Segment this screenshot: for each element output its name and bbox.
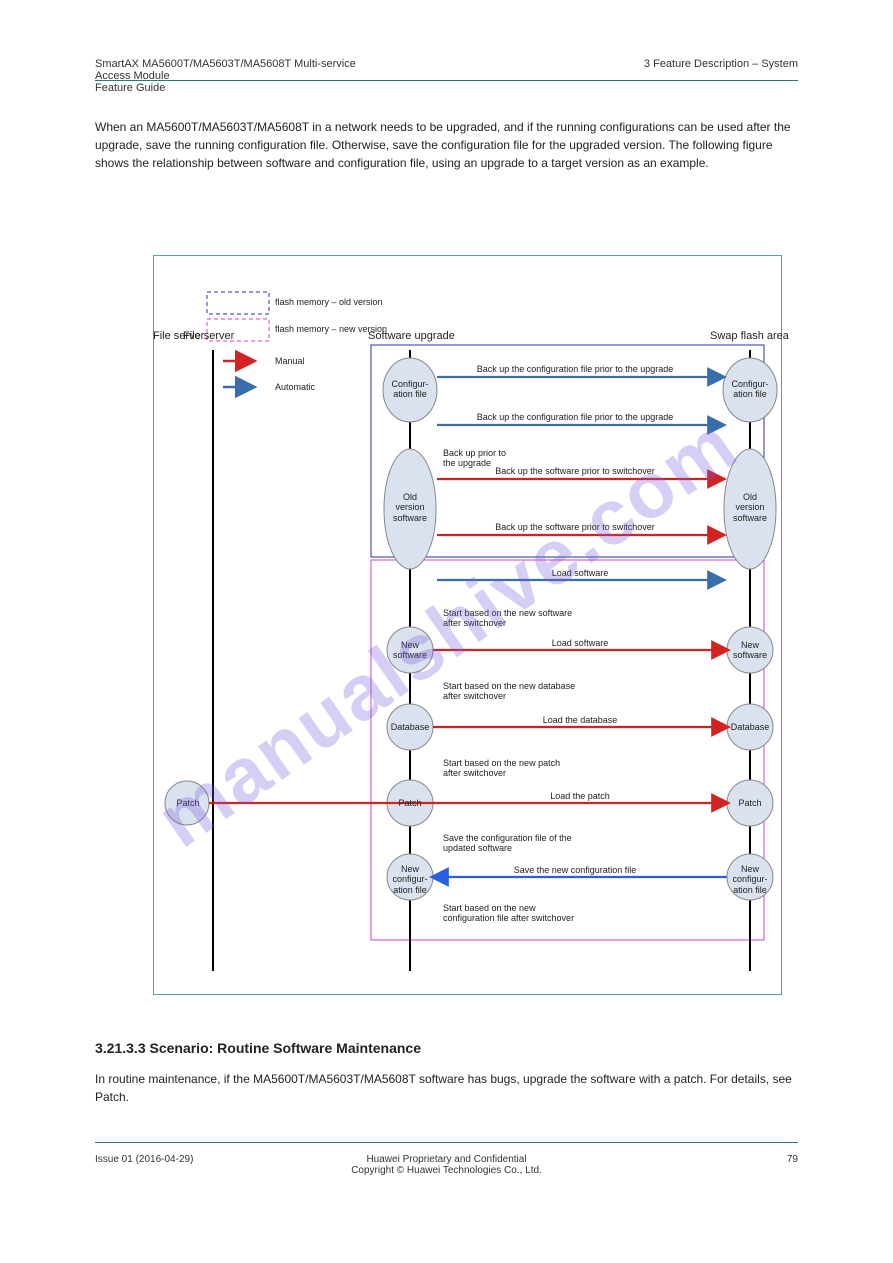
col-label-swap: Swap flash area	[710, 330, 789, 342]
arrow-label-8: Save the new configuration file	[460, 865, 690, 875]
node-swnew-r-label: New software	[717, 640, 783, 661]
intro-paragraph: When an MA5600T/MA5603T/MA5608T in a net…	[95, 118, 795, 172]
rel-0: Back up prior to the upgrade	[443, 448, 506, 468]
node-patch-r-label: Patch	[717, 798, 783, 808]
rel-2: Start based on the new database after sw…	[443, 681, 575, 701]
footer-rule	[95, 1142, 798, 1143]
node-swnew-l-label: New software	[377, 640, 443, 661]
rel-4: Save the configuration file of the updat…	[443, 833, 572, 853]
node-swold-r-label: Old version software	[717, 492, 783, 523]
arrow-label-4: Load software	[500, 568, 660, 578]
node-newcfg-l-label: New configur- ation file	[377, 864, 443, 895]
section-heading: 3.21.3.3 Scenario: Routine Software Main…	[95, 1040, 421, 1056]
legend-old-box	[207, 292, 269, 314]
node-patch-l-label: Patch	[377, 798, 443, 808]
footer-center: Huawei Proprietary and Confidential Copy…	[351, 1154, 542, 1176]
node-db-l-label: Database	[377, 722, 443, 732]
rel-1: Start based on the new software after sw…	[443, 608, 572, 628]
section-para: In routine maintenance, if the MA5600T/M…	[95, 1070, 795, 1106]
legend-manual-label: Manual	[275, 356, 305, 366]
rel-3: Start based on the new patch after switc…	[443, 758, 560, 778]
arrow-label-6: Load the database	[500, 715, 660, 725]
nodes	[165, 358, 777, 900]
header-right: 3 Feature Description – System	[644, 58, 798, 70]
node-cfg-l-label: Configur- ation file	[377, 379, 443, 400]
legend-new-label: flash memory – new version	[275, 324, 387, 334]
rel-5: Start based on the new configuration fil…	[443, 903, 574, 923]
legend-auto-label: Automatic	[275, 382, 315, 392]
arrow-label-5: Load software	[500, 638, 660, 648]
arrow-label-3: Back up the software prior to switchover	[460, 522, 690, 532]
node-patch-fs-label: Patch	[155, 798, 221, 808]
footer-issue: Issue 01 (2016-04-29)	[95, 1154, 193, 1165]
node-swold-l-label: Old version software	[377, 492, 443, 523]
node-db-r-label: Database	[717, 722, 783, 732]
legend-old-label: flash memory – old version	[275, 297, 383, 307]
node-cfg-r-label: Configur- ation file	[717, 379, 783, 400]
footer-page-number: 79	[787, 1154, 798, 1165]
arrow-label-7: Load the patch	[500, 791, 660, 801]
arrow-label-0: Back up the configuration file prior to …	[460, 364, 690, 374]
col-label-fs: File server	[183, 330, 234, 342]
header-left: SmartAX MA5600T/MA5603T/MA5608T Multi-se…	[95, 58, 356, 94]
arrow-label-1: Back up the configuration file prior to …	[460, 412, 690, 422]
node-newcfg-r-label: New configur- ation file	[717, 864, 783, 895]
